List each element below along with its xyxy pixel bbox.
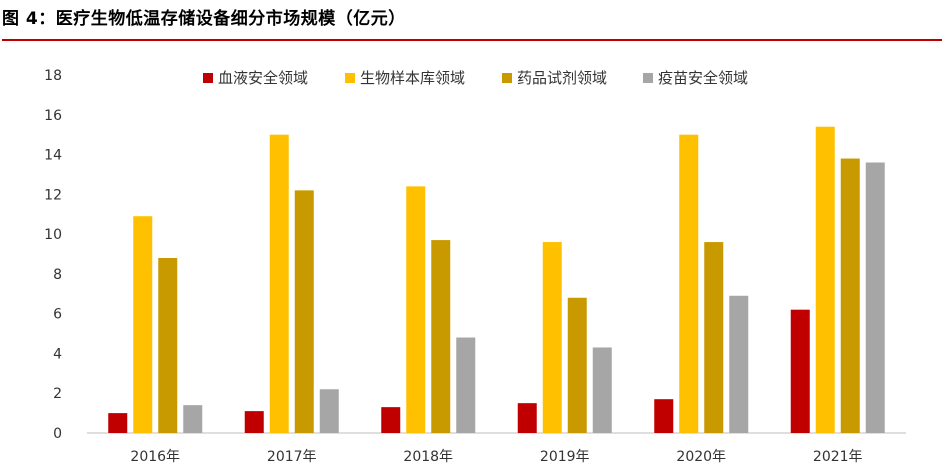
- bar: [815, 126, 835, 433]
- x-category-label: 2021年: [813, 449, 863, 465]
- bar: [840, 158, 860, 434]
- bar: [592, 347, 612, 433]
- bar: [381, 407, 401, 433]
- bar: [704, 242, 724, 433]
- x-category-label: 2017年: [267, 449, 317, 465]
- legend-swatch: [203, 73, 213, 83]
- y-tick-label: 12: [44, 187, 62, 203]
- y-tick-label: 16: [44, 108, 62, 124]
- y-axis: 0 2 4 6 8 10 12 14 16 18: [44, 68, 62, 442]
- bar: [456, 337, 476, 433]
- y-tick-label: 14: [44, 148, 62, 164]
- bar: [729, 295, 749, 433]
- y-tick-label: 6: [53, 307, 62, 323]
- x-category-label: 2020年: [676, 449, 726, 465]
- x-axis: 2016年 2017年 2018年 2019年 2020年 2021年: [87, 432, 906, 465]
- bar: [790, 309, 810, 433]
- bar: [319, 389, 339, 433]
- y-tick-label: 2: [53, 386, 62, 402]
- bar: [542, 242, 562, 433]
- bar: [654, 399, 674, 433]
- bar: [133, 216, 153, 433]
- legend-label: 药品试剂领域: [517, 69, 607, 87]
- x-category-label: 2016年: [130, 449, 180, 465]
- legend-label: 血液安全领域: [218, 69, 308, 87]
- legend-label: 疫苗安全领域: [658, 69, 748, 87]
- y-tick-label: 4: [53, 346, 62, 362]
- y-tick-label: 10: [44, 227, 62, 243]
- bar: [108, 413, 128, 433]
- bar: [406, 186, 426, 433]
- y-tick-label: 8: [53, 267, 62, 283]
- bar: [679, 134, 699, 433]
- bar: [269, 134, 289, 433]
- figure-title: 图 4：医疗生物低温存储设备细分市场规模（亿元）: [2, 9, 406, 29]
- bar: [431, 240, 451, 433]
- legend: 血液安全领域 生物样本库领域 药品试剂领域 疫苗安全领域: [203, 69, 748, 87]
- bar: [244, 411, 264, 433]
- bars: [108, 126, 885, 434]
- legend-swatch: [643, 73, 653, 83]
- x-category-label: 2018年: [403, 449, 453, 465]
- bar: [183, 405, 203, 433]
- x-category-label: 2019年: [540, 449, 590, 465]
- title-rule: [2, 39, 942, 41]
- bar: [567, 297, 587, 433]
- bar: [517, 403, 537, 433]
- bar: [294, 190, 314, 433]
- legend-swatch: [345, 73, 355, 83]
- bar: [158, 257, 178, 433]
- legend-swatch: [502, 73, 512, 83]
- y-tick-label: 0: [53, 426, 62, 442]
- legend-label: 生物样本库领域: [360, 69, 465, 87]
- y-tick-label: 18: [44, 68, 62, 84]
- bar: [865, 162, 885, 433]
